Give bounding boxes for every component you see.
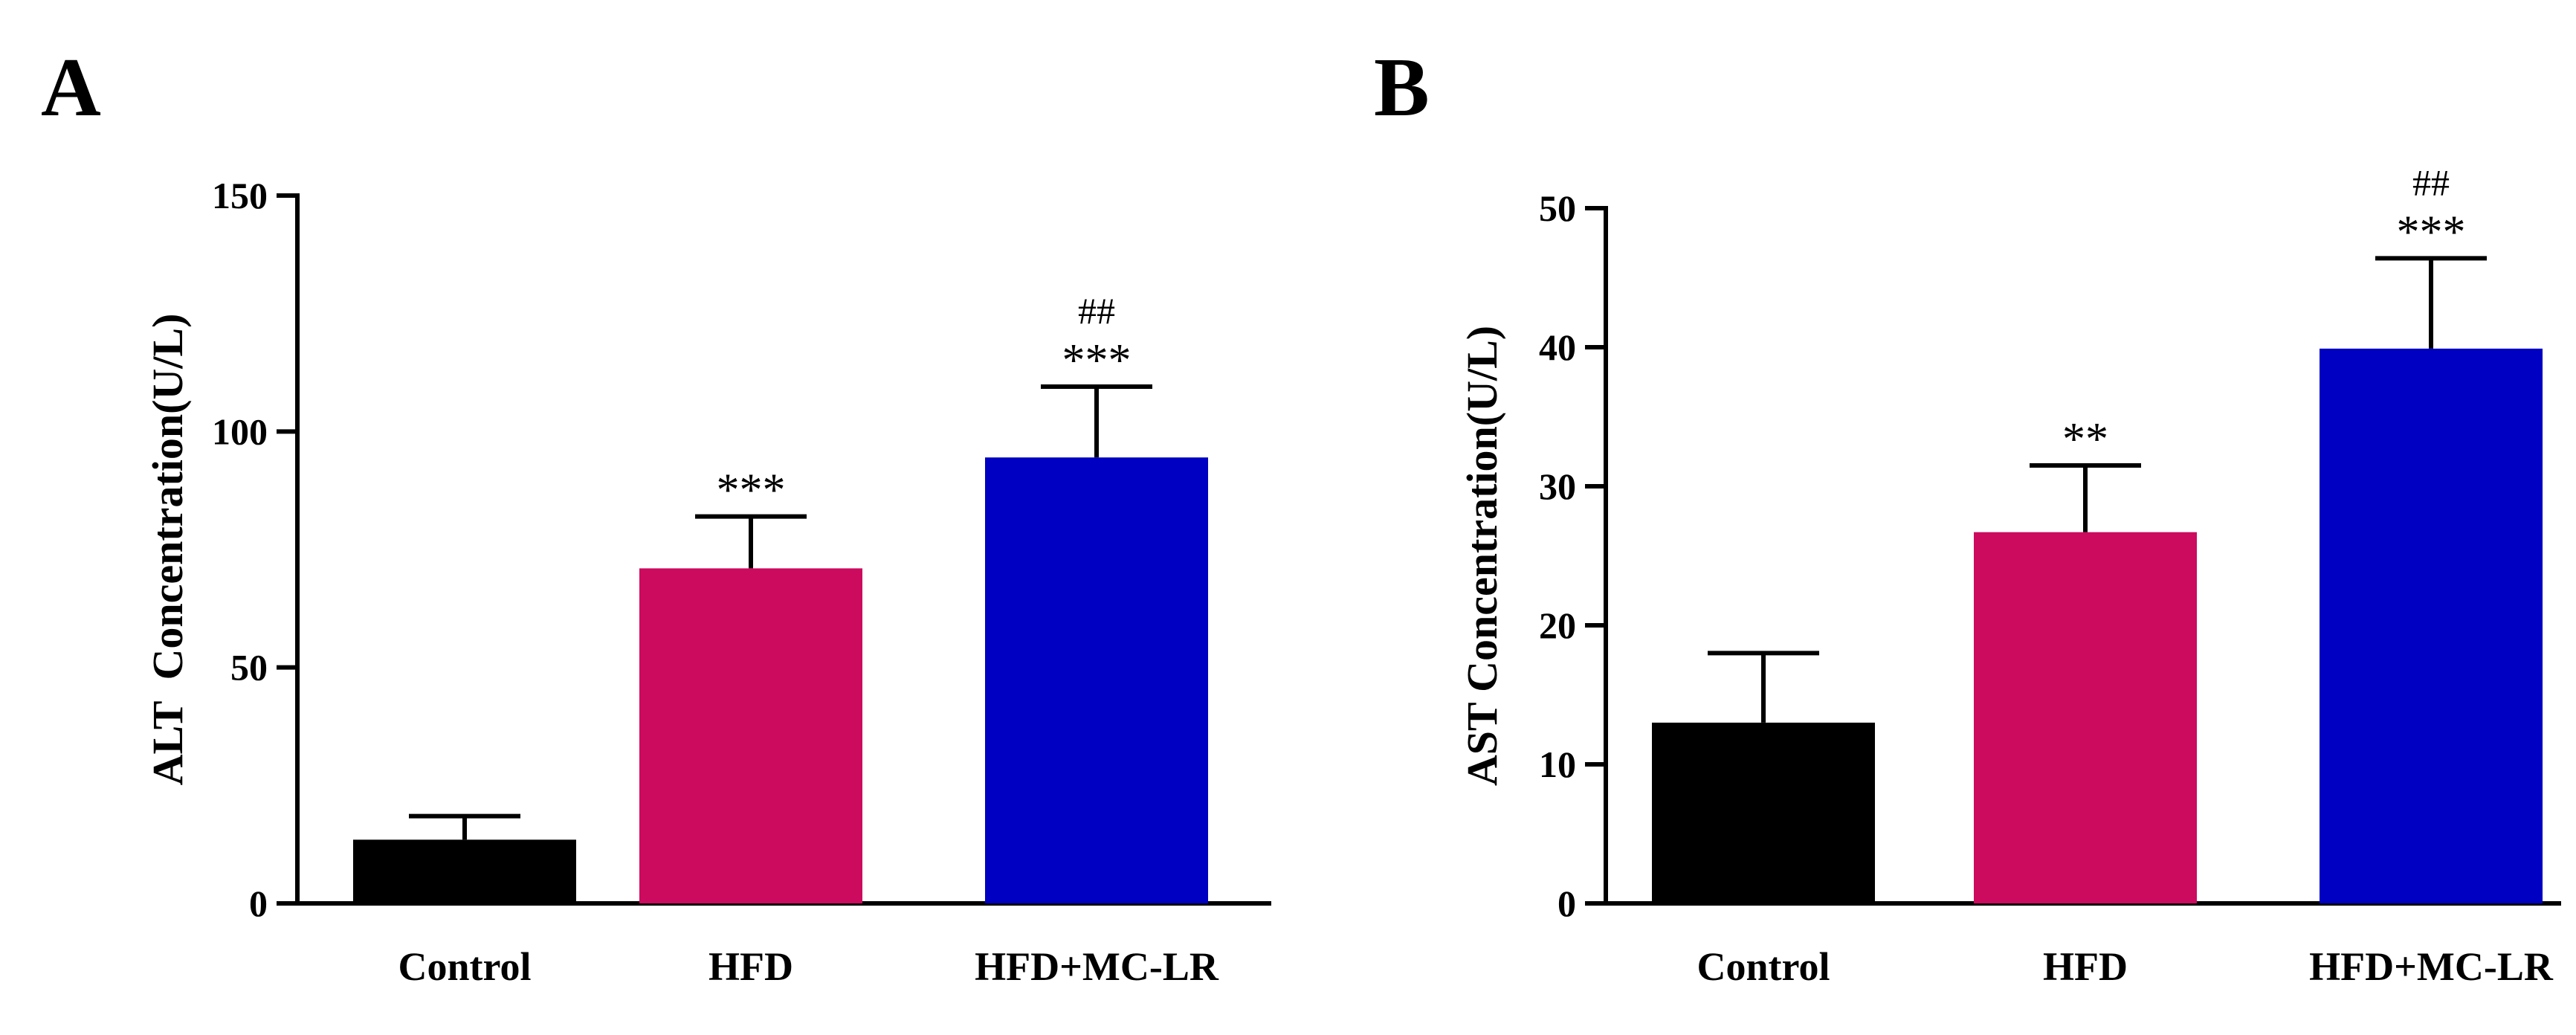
y-tick-label: 20: [1539, 604, 1576, 646]
y-tick-label: 0: [249, 883, 268, 924]
y-tick-label: 10: [1539, 744, 1576, 785]
significance-mark: ***: [2397, 207, 2466, 257]
y-tick-label: 0: [1557, 883, 1576, 924]
category-label: Control: [1697, 944, 1830, 989]
y-tick-label: 30: [1539, 465, 1576, 507]
significance-mark: ***: [717, 465, 786, 516]
significance-mark: **: [2062, 414, 2108, 465]
y-tick-label: 50: [230, 647, 268, 689]
panel-b: B 0 10 20 30 40 50 AST Concentration(U/L) Contro…: [1374, 42, 2561, 989]
y-tick-label: 50: [1539, 187, 1576, 229]
bar-hfd: [1974, 532, 2197, 903]
y-axis-title: ALT Concentration(U/L): [143, 314, 192, 786]
bar-hfd-mc-lr: [985, 457, 1208, 903]
category-label: HFD: [2043, 944, 2128, 989]
bar-hfd-mc-lr: [2320, 348, 2543, 903]
significance-mark: ***: [1062, 335, 1132, 386]
category-label: Control: [398, 944, 531, 989]
bar-hfd: [639, 568, 862, 903]
panel-a: A 0 50 100 150 ALT Concentration(U/L) Control *…: [41, 42, 1271, 989]
panel-label: B: [1374, 42, 1430, 134]
y-tick-label: 100: [212, 410, 268, 452]
significance-hash-mark: ##: [1078, 290, 1115, 332]
bar-control: [1652, 722, 1875, 903]
panel-label: A: [41, 42, 101, 134]
y-axis-title: AST Concentration(U/L): [1458, 326, 1506, 786]
significance-hash-mark: ##: [2412, 161, 2450, 203]
category-label: HFD: [708, 944, 793, 989]
category-label: HFD+MC-LR: [975, 944, 1219, 989]
category-label: HFD+MC-LR: [2309, 944, 2554, 989]
y-tick-label: 40: [1539, 326, 1576, 368]
y-tick-label: 150: [212, 175, 268, 216]
bar-control: [353, 839, 576, 903]
